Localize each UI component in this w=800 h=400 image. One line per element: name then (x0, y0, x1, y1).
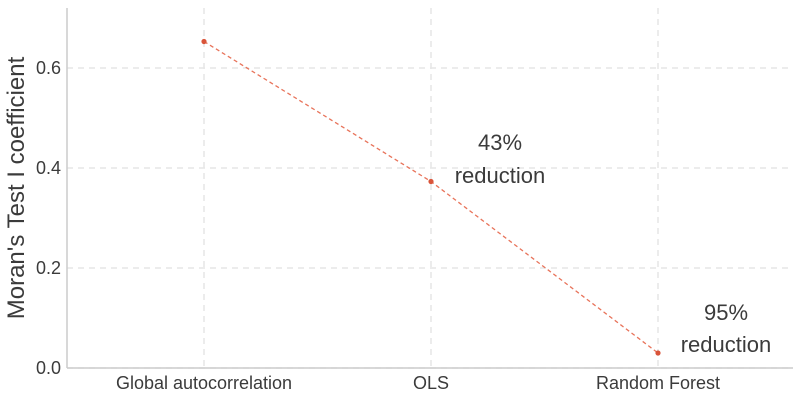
y-tick-labels: 0.0 0.2 0.4 0.6 (36, 58, 61, 378)
axes (66, 8, 793, 369)
annotations: 43% reduction 95% reduction (455, 130, 772, 357)
annotation-percent: 95% (704, 300, 748, 325)
x-tick-label: Global autocorrelation (116, 373, 292, 393)
x-tick-labels: Global autocorrelation OLS Random Forest (116, 373, 720, 393)
series-group (201, 38, 661, 356)
data-point (428, 178, 434, 185)
data-point (655, 350, 661, 356)
y-tick-label: 0.4 (36, 158, 61, 178)
annotation-percent: 43% (478, 130, 522, 155)
x-tick-label: Random Forest (596, 373, 720, 393)
x-tick-label: OLS (413, 373, 449, 393)
y-tick-label: 0.2 (36, 258, 61, 278)
annotation-label: reduction (455, 163, 546, 188)
y-tick-label: 0.6 (36, 58, 61, 78)
grid-lines (67, 8, 793, 369)
data-point (201, 38, 207, 45)
annotation-label: reduction (681, 332, 772, 357)
y-tick-label: 0.0 (36, 358, 61, 378)
y-axis-title: Moran's Test I coefficient (3, 56, 30, 319)
